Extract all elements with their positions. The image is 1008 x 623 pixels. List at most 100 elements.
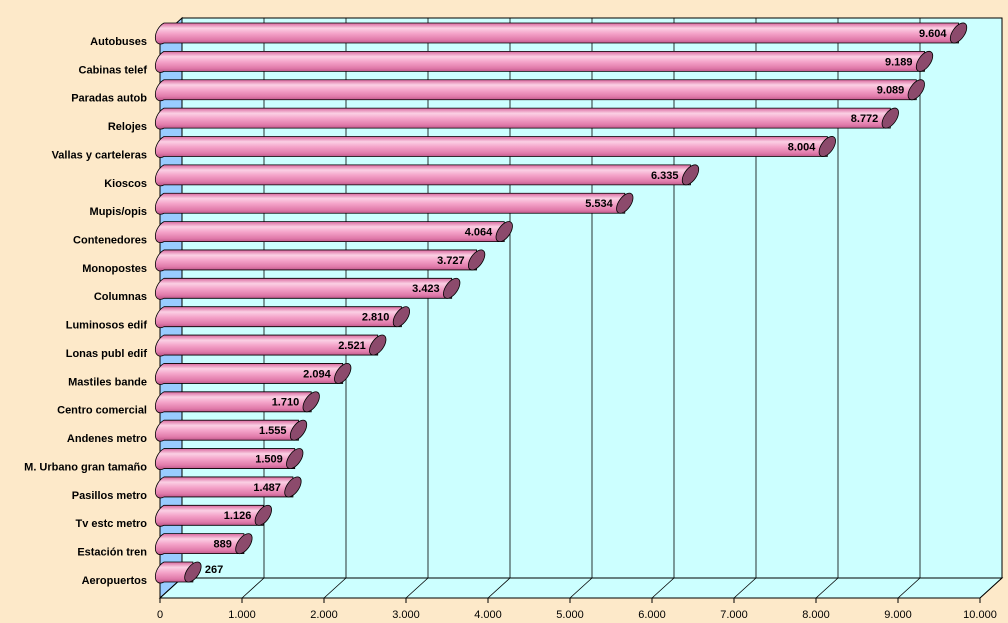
bar-body [154,334,379,357]
bar-cap [334,363,352,384]
category-label: Columnas [94,291,147,303]
category-label: Andenes metro [67,433,147,445]
bar-cap [495,221,513,243]
x-tick-label: 3.000 [392,609,420,621]
bar-body [154,306,402,329]
value-label: 9.089 [877,85,905,97]
floor-grid-line [569,577,593,599]
bar [154,22,968,45]
bar [154,334,387,357]
bar-cap [254,504,272,526]
bar [154,249,486,272]
bar-cap [443,277,461,299]
bar [154,448,304,470]
value-label: 3.423 [412,283,440,295]
value-label: 4.064 [465,226,493,238]
category-label: Lonas publ edif [66,348,148,360]
category-label: Aeropuertos [82,575,147,587]
bar-cap [907,79,925,101]
bar [154,136,836,158]
bar-body [154,419,299,442]
bar [154,504,272,527]
bar [154,79,925,102]
bar-cap [284,476,302,498]
category-label: Luminosos edif [66,320,148,332]
value-label: 1.509 [255,453,283,465]
bar [154,363,352,385]
bar-body [154,136,828,158]
floor-grid-line [651,577,675,599]
bar-body [154,363,344,385]
value-label: 1.487 [253,482,281,494]
floor-grid-line [979,577,1003,599]
value-label: 9.189 [885,56,913,68]
value-label: 3.727 [437,255,465,267]
x-tick-label: 2.000 [310,609,338,621]
bar-cap [467,249,486,271]
bar [154,476,302,499]
bar [154,192,634,215]
floor-grid-line [897,577,921,599]
bar-cap [681,164,700,186]
bar-body [154,561,194,584]
bar-cap [235,533,253,555]
floor-grid-line [487,577,511,599]
floor-grid-line [815,577,839,599]
floor-grid-line [323,577,347,599]
bar [154,164,700,187]
category-label: Kioscos [104,178,147,190]
value-label: 2.810 [362,312,390,324]
value-label: 889 [214,539,232,551]
bar-body [154,448,296,470]
floor-grid-line [405,577,429,599]
x-tick-label: 9.000 [884,609,912,621]
bar-body [154,249,478,272]
bar-cap [915,50,934,72]
bar [154,107,899,130]
bar-body [154,476,294,499]
x-tick-label: 8.000 [802,609,830,621]
category-label: Centro comercial [57,405,147,417]
bar [154,419,308,442]
category-label: Tv estc metro [75,518,147,530]
bar-cap [881,107,899,129]
value-label: 267 [205,564,223,576]
value-label: 9.604 [919,28,947,40]
value-label: 8.004 [788,141,816,153]
category-label: Relojes [108,121,147,133]
category-label: Pasillos metro [72,490,147,502]
value-label: 2.521 [338,340,366,352]
floor-grid-line [241,577,265,599]
value-label: 5.534 [585,198,613,210]
bar-body [154,504,264,527]
category-label: Monopostes [82,263,147,275]
x-tick-label: 0 [157,609,163,621]
floor-grid-line [733,577,757,599]
bar [154,277,461,300]
bar-body [154,391,312,414]
bar-cap [302,391,320,413]
value-label: 1.710 [272,397,300,409]
category-label: Vallas y carteleras [52,149,147,161]
bar-body [154,79,917,102]
value-label: 1.555 [259,425,287,437]
category-label: Mastiles bande [68,376,147,388]
bar-body [154,192,626,215]
value-label: 8.772 [851,113,879,125]
bar-cap [184,561,202,583]
bar [154,533,253,556]
bar [154,221,513,244]
x-tick-label: 6.000 [638,609,666,621]
category-label: M. Urbano gran tamaño [24,461,147,473]
bar-body [154,221,505,244]
bar-body [154,50,925,73]
bar-body [154,164,691,187]
category-label: Cabinas telef [79,64,148,76]
x-tick-label: 7.000 [720,609,748,621]
category-label: Contenedores [73,234,147,246]
bar [154,391,320,414]
category-label: Mupis/opis [90,206,147,218]
value-label: 6.335 [651,170,679,182]
bar-cap [289,419,308,441]
